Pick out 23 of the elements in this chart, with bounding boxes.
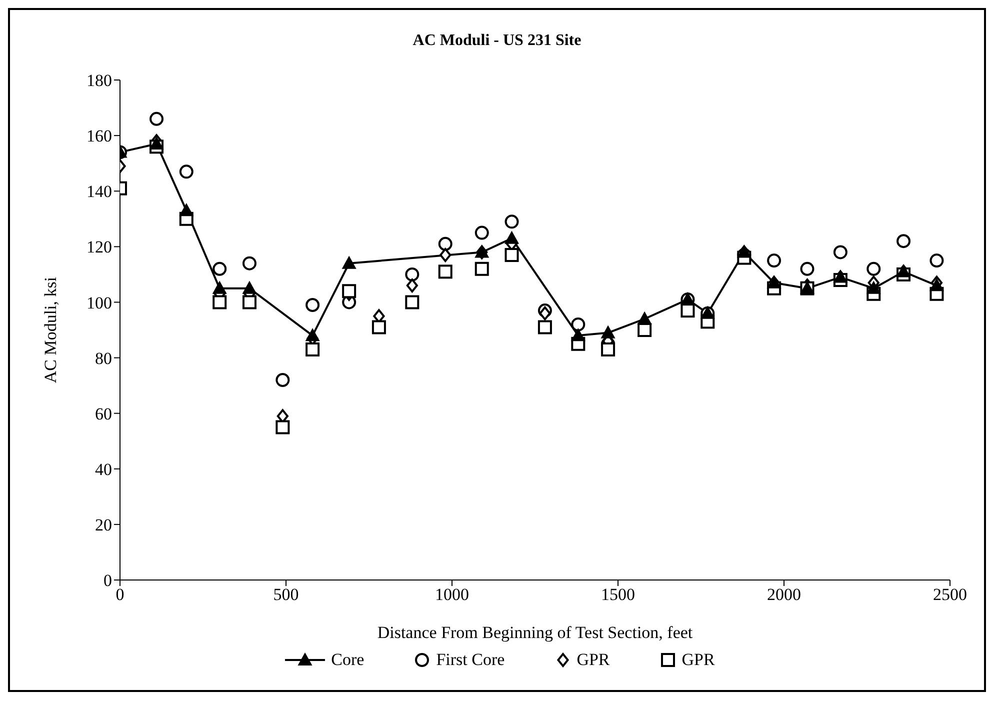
y-tick-label: 0 bbox=[104, 571, 112, 590]
y-tick-label: 80 bbox=[95, 348, 112, 368]
y-tick-label: 40 bbox=[95, 460, 112, 479]
x-tick-label: 0 bbox=[116, 585, 124, 604]
legend-label: GPR bbox=[682, 650, 715, 670]
legend-label: First Core bbox=[436, 650, 505, 670]
x-axis-title: Distance From Beginning of Test Section, feet bbox=[377, 623, 693, 642]
y-tick-label: 140 bbox=[86, 182, 112, 202]
y-tick-label: 160 bbox=[86, 126, 112, 146]
y-tick-label: 120 bbox=[86, 238, 112, 257]
chart-title: AC Moduli - US 231 Site bbox=[412, 32, 582, 50]
x-tick-label: 1000 bbox=[435, 585, 469, 604]
y-axis-title: AC Moduli, ksi bbox=[41, 276, 60, 384]
legend-label: GPR bbox=[576, 650, 610, 670]
y-tick-label: 60 bbox=[95, 404, 112, 424]
y-tick-label: 20 bbox=[95, 515, 112, 534]
x-tick-label: 2000 bbox=[767, 585, 801, 604]
x-tick-label: 2500 bbox=[933, 585, 967, 604]
y-tick-label: 180 bbox=[86, 71, 112, 90]
x-tick-label: 1500 bbox=[601, 585, 635, 604]
y-tick-label: 100 bbox=[86, 293, 112, 312]
x-tick-label: 500 bbox=[273, 585, 299, 604]
legend-label: Core bbox=[331, 650, 364, 670]
